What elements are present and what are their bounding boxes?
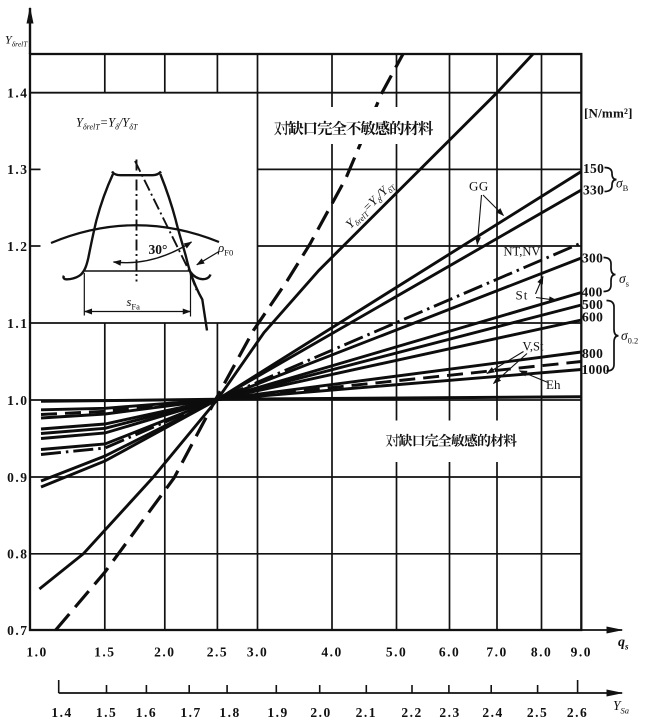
svg-text:3.0: 3.0: [247, 645, 268, 660]
svg-text:1.4: 1.4: [7, 86, 28, 101]
svg-text:1.0: 1.0: [26, 645, 47, 660]
svg-text:1.5: 1.5: [96, 705, 117, 720]
svg-text:6.0: 6.0: [439, 645, 460, 660]
svg-text:1.7: 1.7: [180, 705, 201, 720]
svg-text:400: 400: [582, 285, 603, 300]
svg-text:8.0: 8.0: [531, 645, 552, 660]
svg-text:1.9: 1.9: [267, 705, 288, 720]
svg-text:Eh: Eh: [546, 377, 561, 392]
svg-text:2.0: 2.0: [310, 705, 331, 720]
svg-text:1.0: 1.0: [7, 393, 28, 408]
svg-text:2.5: 2.5: [207, 645, 228, 660]
svg-text:330: 330: [583, 183, 604, 198]
svg-text:600: 600: [582, 310, 603, 325]
svg-text:2.1: 2.1: [356, 705, 377, 720]
svg-text:0.7: 0.7: [7, 623, 28, 638]
svg-text:1.6: 1.6: [136, 705, 157, 720]
svg-text:2.2: 2.2: [401, 705, 422, 720]
svg-text:GG: GG: [469, 179, 489, 194]
svg-text:9.0: 9.0: [571, 645, 592, 660]
svg-text:500: 500: [582, 297, 603, 312]
svg-text:30°: 30°: [149, 242, 168, 257]
svg-text:1000: 1000: [582, 362, 610, 377]
svg-text:150: 150: [583, 161, 604, 176]
svg-text:1.5: 1.5: [94, 645, 115, 660]
svg-text:800: 800: [582, 346, 603, 361]
svg-text:300: 300: [582, 251, 603, 266]
svg-text:St: St: [516, 288, 529, 303]
svg-text:[N/mm²]: [N/mm²]: [584, 106, 633, 121]
svg-text:1.8: 1.8: [219, 705, 240, 720]
svg-text:2.5: 2.5: [527, 705, 548, 720]
svg-text:4.0: 4.0: [321, 645, 342, 660]
svg-text:5.0: 5.0: [386, 645, 407, 660]
svg-text:2.6: 2.6: [567, 705, 588, 720]
svg-text:7.0: 7.0: [486, 645, 507, 660]
svg-text:NT,NV: NT,NV: [504, 245, 541, 259]
svg-text:2.0: 2.0: [154, 645, 175, 660]
svg-text:σs: σs: [619, 271, 629, 289]
svg-text:V,St: V,St: [523, 340, 544, 354]
svg-text:1.3: 1.3: [7, 162, 28, 177]
svg-text:0.9: 0.9: [7, 470, 28, 485]
svg-text:2.4: 2.4: [482, 705, 503, 720]
svg-text:2.3: 2.3: [439, 705, 460, 720]
svg-text:1.4: 1.4: [51, 705, 72, 720]
svg-text:qs: qs: [618, 635, 629, 652]
svg-text:1.1: 1.1: [7, 316, 28, 331]
svg-text:1.2: 1.2: [7, 239, 28, 254]
svg-text:0.8: 0.8: [7, 547, 28, 562]
